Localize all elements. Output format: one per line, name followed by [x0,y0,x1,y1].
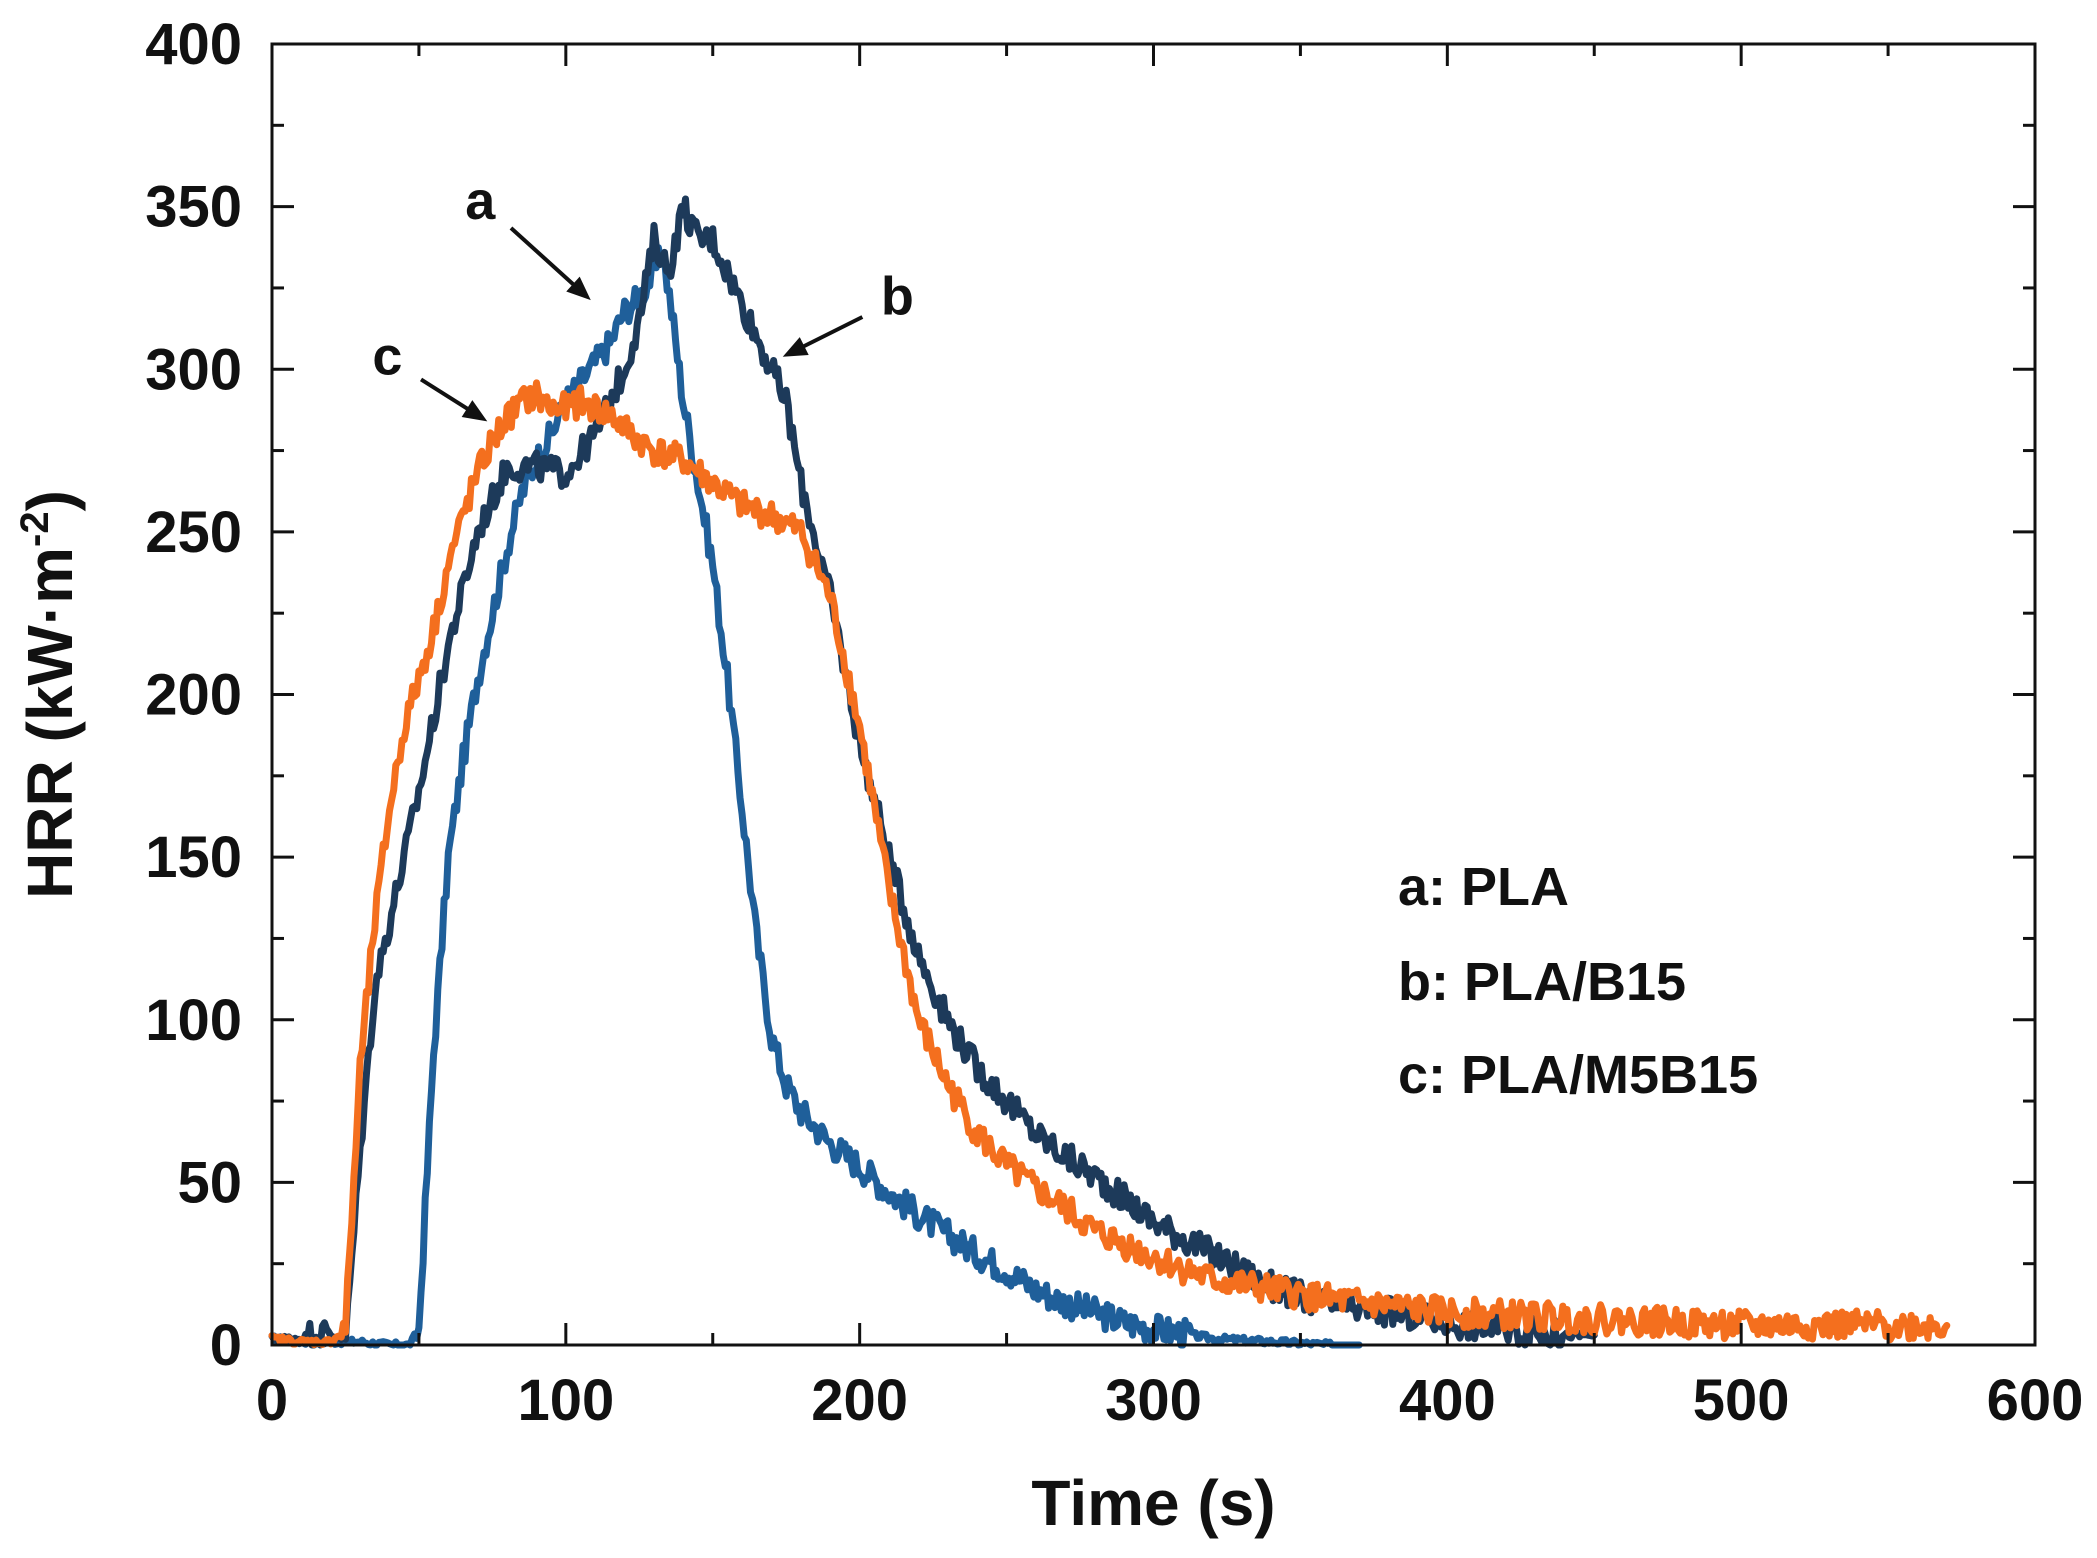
x-tick-label: 200 [811,1368,908,1433]
ticks-layer: 0 100 200 300 400 500 600 0 50 100 150 200 250 300 350… [145,12,2083,1433]
y-axis-title: HRR (kW·m-2) [13,490,86,899]
series-layer [268,195,1951,1349]
annotation-arrow-b [797,315,864,351]
annotation-arrowhead-b [782,337,809,357]
legend-entry-a: a: PLA [1398,857,1569,917]
y-axis-title-superscript: -2 [13,511,57,547]
y-tick-label: 0 [210,1313,242,1378]
annotation-label-a: a [465,171,496,231]
legend-entry-b: b: PLA/B15 [1398,952,1686,1012]
series-line-c [268,379,1951,1349]
x-tick-label: 300 [1105,1368,1202,1433]
annotation-label-c: c [372,327,402,387]
y-tick-label: 250 [145,500,242,565]
x-tick-label: 600 [1987,1368,2084,1433]
annotation-arrowhead-c [461,400,488,422]
series-line-a [268,244,1363,1349]
y-axis-title-main: HRR (kW·m [14,547,86,899]
series-line-b [268,195,1598,1349]
annotation-label-b: b [881,266,914,326]
y-tick-label: 150 [145,825,242,890]
y-axis-title-close: ) [14,490,86,511]
x-tick-label: 500 [1693,1368,1790,1433]
x-axis-title: Time (s) [1031,1467,1275,1539]
legend: a: PLA b: PLA/B15 c: PLA/M5B15 [1398,857,1758,1105]
y-tick-label: 50 [177,1150,242,1215]
annotation-arrow-a [509,226,579,290]
y-tick-label: 300 [145,337,242,402]
annotation-arrow-c [419,377,474,414]
x-tick-label: 0 [256,1368,288,1433]
legend-entry-c: c: PLA/M5B15 [1398,1045,1758,1105]
y-tick-label: 400 [145,12,242,77]
annotation-arrowhead-a [566,276,591,301]
plot-frame [270,42,2037,1347]
x-tick-label: 100 [517,1368,614,1433]
y-tick-label: 100 [145,988,242,1053]
y-tick-label: 350 [145,175,242,240]
annotations-layer: a b c [372,171,914,422]
x-tick-label: 400 [1399,1368,1496,1433]
y-tick-label: 200 [145,663,242,728]
